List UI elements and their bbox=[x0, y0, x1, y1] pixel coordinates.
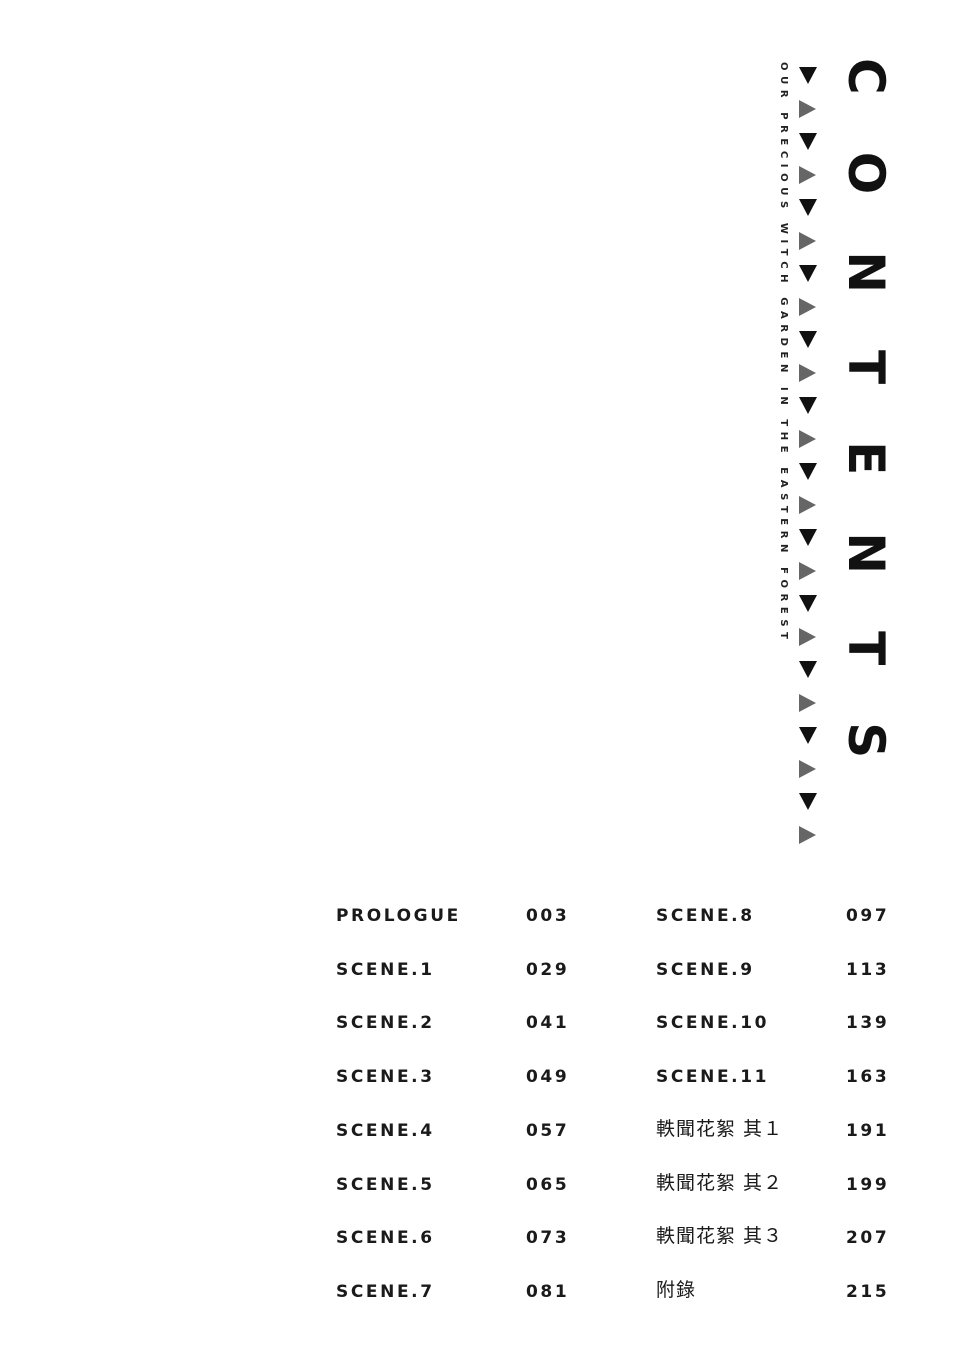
toc-entry-page: 139 bbox=[846, 1013, 890, 1034]
triangle-right-icon bbox=[799, 496, 816, 514]
toc-entry-page: 041 bbox=[526, 1013, 570, 1034]
toc-entry-label: SCENE.8 bbox=[656, 906, 755, 926]
toc-entry-label: SCENE.4 bbox=[336, 1120, 435, 1141]
triangle-right-icon bbox=[799, 364, 816, 382]
book-subtitle: OUR PRECIOUS WITCH GARDEN IN THE EASTERN… bbox=[778, 62, 789, 645]
triangle-right-icon bbox=[799, 826, 816, 844]
toc-entry-label: SCENE.11 bbox=[656, 1067, 770, 1088]
triangle-right-icon bbox=[799, 166, 816, 184]
triangle-right-icon bbox=[799, 298, 816, 316]
toc-entry-label: 附錄 bbox=[656, 1278, 697, 1301]
contents-title: CONTENTS bbox=[837, 58, 895, 816]
triangle-down-icon bbox=[799, 265, 817, 282]
toc-entry-page: 207 bbox=[846, 1228, 890, 1249]
triangle-down-icon bbox=[799, 331, 817, 348]
toc-entry-label: SCENE.3 bbox=[336, 1067, 435, 1088]
triangle-right-icon bbox=[799, 760, 816, 778]
toc-entry-page: 003 bbox=[526, 906, 570, 926]
triangle-right-icon bbox=[799, 694, 816, 712]
triangle-down-icon bbox=[799, 67, 817, 84]
toc-entry-label: 軼聞花絮 其１ bbox=[656, 1117, 784, 1140]
toc-entry-label: SCENE.7 bbox=[336, 1281, 435, 1302]
toc-entry-page: 113 bbox=[846, 959, 890, 980]
triangle-right-icon bbox=[799, 430, 816, 448]
triangle-down-icon bbox=[799, 529, 817, 546]
toc-entry-label: SCENE.5 bbox=[336, 1174, 435, 1195]
toc-entry-label: PROLOGUE bbox=[336, 906, 461, 926]
toc-entry-page: 097 bbox=[846, 906, 890, 926]
triangle-right-icon bbox=[799, 562, 816, 580]
toc-entry-page: 163 bbox=[846, 1067, 890, 1088]
triangle-down-icon bbox=[799, 463, 817, 480]
toc-entry-page: 081 bbox=[526, 1281, 570, 1302]
triangle-right-icon bbox=[799, 628, 816, 646]
toc-entry-label: 軼聞花絮 其２ bbox=[656, 1171, 784, 1194]
toc-entry-label: SCENE.2 bbox=[336, 1013, 435, 1034]
toc-entry-page: 065 bbox=[526, 1174, 570, 1195]
toc-entry-label: SCENE.9 bbox=[656, 959, 755, 980]
toc-entry-page: 191 bbox=[846, 1120, 890, 1141]
triangle-down-icon bbox=[799, 595, 817, 612]
triangle-down-icon bbox=[799, 727, 817, 744]
triangle-down-icon bbox=[799, 661, 817, 678]
triangle-right-icon bbox=[799, 100, 816, 118]
toc-entry-page: 199 bbox=[846, 1174, 890, 1195]
toc-entry-page: 057 bbox=[526, 1120, 570, 1141]
triangle-right-icon bbox=[799, 232, 816, 250]
toc-entry-label: SCENE.10 bbox=[656, 1013, 770, 1034]
toc-entry-page: 029 bbox=[526, 959, 570, 980]
toc-entry-page: 049 bbox=[526, 1067, 570, 1088]
triangle-down-icon bbox=[799, 397, 817, 414]
triangle-down-icon bbox=[799, 793, 817, 810]
toc-entry-label: SCENE.1 bbox=[336, 959, 435, 980]
toc-entry-page: 073 bbox=[526, 1228, 570, 1249]
triangle-down-icon bbox=[799, 133, 817, 150]
toc-entry-label: SCENE.6 bbox=[336, 1228, 435, 1249]
toc-entry-page: 215 bbox=[846, 1281, 890, 1302]
triangle-down-icon bbox=[799, 199, 817, 216]
toc-entry-label: 軼聞花絮 其３ bbox=[656, 1225, 784, 1248]
